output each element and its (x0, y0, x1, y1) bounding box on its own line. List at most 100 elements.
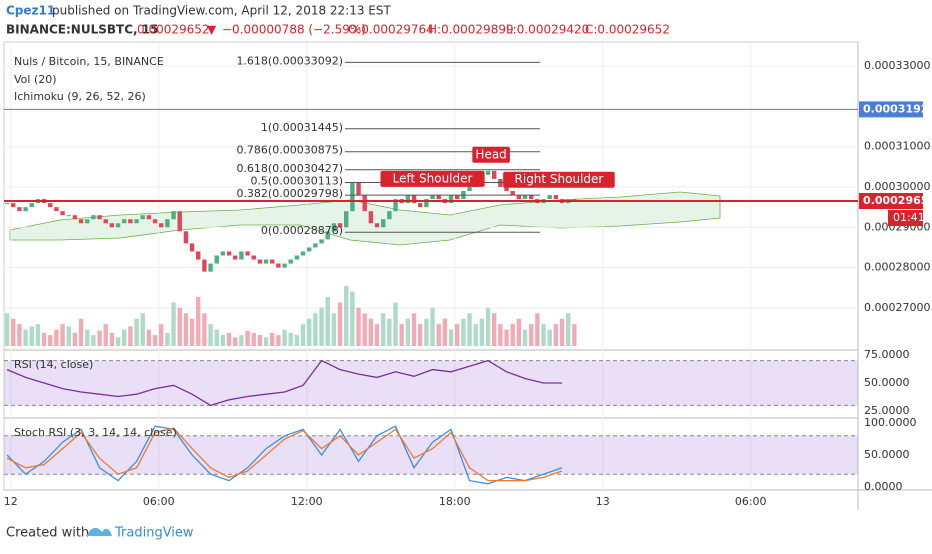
volume-bar (319, 307, 324, 346)
change: −0.00000788 (−2.59%) (222, 23, 366, 37)
candle (171, 211, 176, 220)
candle (233, 255, 238, 260)
fib-label: 0.382(0.00029798) (236, 187, 343, 200)
footer-brand[interactable]: TradingView (114, 526, 194, 541)
volume-bar (189, 318, 195, 346)
candle (72, 215, 78, 220)
author[interactable]: Cpez11 (6, 4, 55, 18)
annotation: Right Shoulder (515, 172, 604, 186)
candle (448, 195, 454, 204)
candle (276, 263, 281, 268)
volume-bar (282, 329, 287, 346)
candle (245, 251, 250, 256)
candle (485, 170, 491, 175)
candle (350, 182, 355, 212)
volume-bar (152, 335, 158, 346)
volume-bar (448, 329, 454, 346)
volume-bar (492, 313, 497, 346)
candle (109, 223, 115, 228)
candle (288, 259, 293, 264)
candle (294, 255, 300, 260)
fib-label: 0.786(0.00030875) (236, 144, 343, 157)
price-badge (859, 193, 923, 210)
fib-label: 1(0.00031445) (261, 121, 343, 134)
volume-bar (522, 329, 528, 346)
x-tick-label: 06:00 (143, 495, 175, 508)
close: C:0.00029652 (585, 23, 670, 37)
candle (325, 231, 330, 240)
volume-bar (300, 324, 306, 346)
legend: Stoch RSI (3, 3, 14, 14, close) (14, 426, 177, 439)
volume-bar (387, 318, 392, 346)
fib-label: 1.618(0.00033092) (236, 54, 343, 67)
candle (97, 215, 102, 220)
volume-bar (374, 324, 380, 346)
volume-bar (455, 324, 460, 346)
volume-bar (183, 313, 189, 346)
countdown-badge (888, 210, 923, 227)
candle (17, 207, 22, 212)
annotation-box (503, 171, 615, 188)
volume-bar (547, 329, 552, 346)
candle (263, 259, 269, 264)
candle (66, 215, 71, 217)
volume-bar (418, 324, 423, 346)
annotation-box (472, 146, 510, 163)
volume-bar (66, 326, 71, 346)
volume-bar (479, 318, 485, 346)
candle (313, 243, 318, 248)
volume-bar (356, 307, 361, 346)
band (4, 360, 858, 406)
legend: RSI (14, close) (14, 358, 93, 371)
x-tick-label: 18:00 (439, 495, 471, 508)
candle (387, 211, 392, 220)
candle (48, 203, 53, 208)
candle (226, 251, 232, 256)
annotation-box (380, 170, 485, 187)
volume-bar (208, 324, 213, 346)
candle (239, 251, 244, 260)
indicator-line (6, 427, 563, 482)
volume-bar (165, 332, 170, 346)
candle (331, 223, 337, 232)
candle (356, 182, 361, 196)
volume-bar (233, 337, 238, 346)
candle (467, 186, 472, 192)
volume-bar (239, 335, 244, 346)
volume-bar (226, 332, 232, 346)
volume-bar (516, 318, 522, 346)
volume-bar (313, 313, 318, 346)
volume-bar (257, 335, 263, 346)
volume-bar (504, 329, 509, 346)
fib-label: 0.618(0.00030427) (236, 162, 343, 175)
volume-bar (72, 332, 78, 346)
y-tick-label: 0.00033000 (864, 59, 930, 72)
ichimoku-cloud (9, 191, 721, 246)
volume-bar (535, 313, 540, 346)
volume-bar (411, 313, 417, 346)
volume-bar (48, 335, 53, 346)
volume-bar (528, 324, 534, 346)
volume-bar (4, 313, 10, 346)
legend: Ichimoku (9, 26, 52, 26) (14, 90, 146, 103)
volume-bar (381, 313, 386, 346)
volume-bar (263, 337, 269, 346)
candle (140, 215, 145, 220)
volume-bar (350, 291, 355, 346)
candle (29, 203, 34, 208)
y-tick-label: 50.0000 (864, 448, 910, 461)
y-tick-label: 75.0000 (864, 348, 910, 361)
volume-bar (362, 313, 367, 346)
x-tick-label: 13 (596, 495, 610, 508)
volume-bar (498, 324, 503, 346)
volume-bar (41, 332, 47, 346)
volume-bar (344, 286, 349, 346)
volume-bar (251, 332, 256, 346)
candle (418, 203, 423, 208)
y-tick-label: 50.0000 (864, 376, 910, 389)
volume-bar (245, 330, 250, 346)
volume-bar (442, 318, 448, 346)
volume-bar (29, 326, 34, 346)
volume-bar (461, 318, 466, 346)
candle (368, 211, 374, 224)
